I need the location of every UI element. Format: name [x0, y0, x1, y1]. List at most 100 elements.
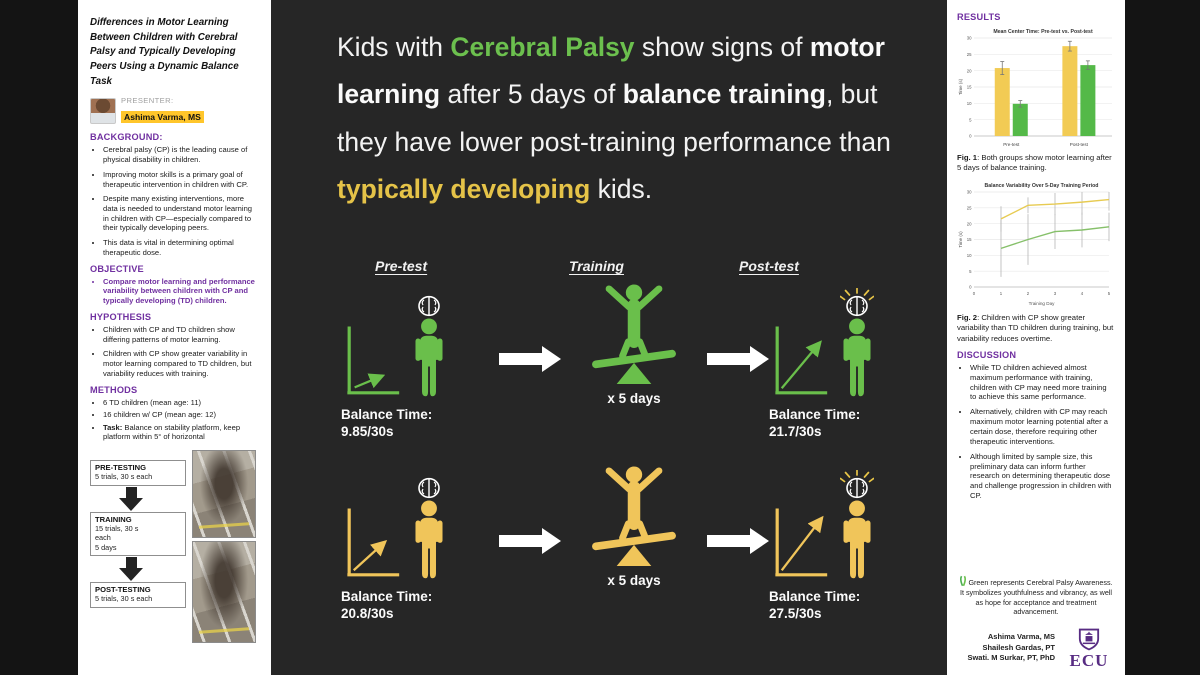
ecu-logo: ECU	[1063, 627, 1115, 669]
brain-icon	[418, 295, 440, 317]
methods-photo-2	[192, 541, 256, 644]
methods-photos	[192, 448, 256, 644]
svg-text:15: 15	[967, 237, 972, 242]
right-column: RESULTS 0 5 10 15 20 25 30 Pre-test Post-test Mea…	[947, 0, 1125, 675]
posttest-graph-icon	[775, 326, 828, 395]
headline-segment: kids.	[590, 174, 653, 205]
svg-text:25: 25	[967, 52, 972, 57]
hypothesis-bullet: Children with CP and TD children show di…	[103, 325, 259, 345]
svg-text:4: 4	[1081, 291, 1084, 296]
svg-text:30: 30	[967, 190, 972, 195]
headline-segment: motor learning	[337, 32, 885, 110]
ribbon-note: Green represents Cerebral Palsy Awarenes…	[957, 575, 1115, 617]
credit-line: Ashima Varma, MS	[987, 632, 1055, 642]
objective-heading: OBJECTIVE	[90, 263, 144, 274]
svg-text:0: 0	[969, 285, 972, 290]
flow-box-training: TRAINING 15 trials, 30 s each 5 days	[90, 511, 186, 557]
brain-icon	[418, 477, 440, 499]
presenter-label: PRESENTER:	[121, 96, 174, 106]
right-arrow-icon	[499, 344, 561, 374]
methods-flowchart: PRE-TESTING 5 trials, 30 s each TRAINING…	[90, 448, 186, 643]
left-column: Differences in Motor Learning Between Ch…	[78, 0, 271, 675]
fig2-caption: Fig. 2: Children with CP show greater va…	[957, 313, 1114, 343]
posttest-green: Balance Time: 21.7/30s	[769, 282, 927, 441]
svg-text:10: 10	[967, 101, 972, 106]
discussion-bullet: Alternatively, children with CP may reac…	[970, 407, 1115, 446]
balance-time-label: Balance Time: 21.7/30s	[769, 407, 861, 440]
objective-list: Compare motor learning and performance v…	[90, 277, 259, 307]
person-icon	[843, 318, 871, 397]
hypothesis-bullet: Children with CP show greater variabilit…	[103, 349, 259, 379]
svg-text:3: 3	[1054, 291, 1057, 296]
svg-text:5: 5	[969, 117, 972, 122]
headline-segment: show signs of	[634, 32, 810, 62]
balance-board-figure-icon	[592, 284, 676, 384]
fig1-caption: Fig. 1: Both groups show motor learning …	[957, 153, 1112, 173]
person-icon	[843, 500, 871, 579]
hypothesis-list: Children with CP and TD children show di…	[90, 325, 259, 379]
balance-board-figure-icon	[592, 466, 676, 566]
background-bullet: Cerebral palsy (CP) is the leading cause…	[103, 145, 259, 165]
methods-photo-1	[192, 450, 256, 539]
credit-line: Shailesh Gardas, PT	[982, 642, 1055, 652]
discussion-bullet: While TD children achieved almost maximu…	[970, 363, 1115, 402]
line-chart-balance-variability: 0 5 10 15 20 25 30 0 1 2 3 4 5 Balance Variability Ov…	[957, 179, 1115, 310]
svg-text:0: 0	[973, 291, 976, 296]
svg-text:1: 1	[1000, 291, 1003, 296]
discussion-list: While TD children achieved almost maximu…	[957, 363, 1115, 501]
svg-text:25: 25	[967, 206, 972, 211]
training-days-label: x 5 days	[607, 573, 661, 588]
right-arrow-icon	[499, 526, 561, 556]
brain-rays-icon	[840, 470, 874, 499]
svg-text:Balance Variability Over 5-Day: Balance Variability Over 5-Day Training …	[985, 183, 1099, 189]
person-icon	[415, 318, 443, 397]
svg-text:2: 2	[1027, 291, 1030, 296]
right-arrow-icon	[707, 344, 769, 374]
background-list: Cerebral palsy (CP) is the leading cause…	[90, 145, 259, 257]
training-yellow: x 5 days	[561, 464, 707, 589]
training-days-label: x 5 days	[607, 391, 661, 406]
svg-text:Time (s): Time (s)	[958, 78, 963, 95]
svg-text:Time (s): Time (s)	[958, 231, 963, 248]
diagram-row-green: Balance Time: 9.85/30s	[341, 282, 927, 441]
headline-segment: after 5 days of	[440, 79, 623, 110]
svg-text:Post-test: Post-test	[1070, 142, 1089, 147]
svg-text:20: 20	[967, 68, 972, 73]
headline: Kids with Cerebral Palsy show signs of m…	[337, 24, 917, 214]
balance-time-label: Balance Time: 9.85/30s	[341, 407, 433, 440]
credit-line: Swati. M Surkar, PT, PhD	[967, 653, 1055, 663]
svg-text:10: 10	[967, 253, 972, 258]
credits-row: Ashima Varma, MS Shailesh Gardas, PT Swati…	[957, 627, 1115, 669]
methods-bullet: 6 TD children (mean age: 11)	[103, 398, 259, 408]
methods-flow-and-photos: PRE-TESTING 5 trials, 30 s each TRAINING…	[90, 448, 259, 644]
pretest-graph-icon	[347, 508, 400, 577]
flow-box-pretesting: PRE-TESTING 5 trials, 30 s each	[90, 460, 186, 486]
pretest-graph-icon	[347, 326, 400, 395]
presenter-avatar	[90, 97, 116, 124]
brain-rays-icon	[840, 288, 874, 317]
headline-segment: , but they have lower post-training perf…	[337, 79, 891, 157]
svg-text:Pre-test: Pre-test	[1003, 142, 1020, 147]
methods-bullet: Task: Balance on stability platform, kee…	[103, 423, 259, 443]
diagram-column-headers: Pre-test Training Post-test	[271, 258, 947, 280]
posttest-graph-icon	[775, 508, 828, 577]
training-green: x 5 days	[561, 282, 707, 407]
center-panel: Kids with Cerebral Palsy show signs of m…	[271, 0, 947, 675]
methods-bullet: 16 children w/ CP (mean age: 12)	[103, 410, 259, 420]
headline-segment: balance training	[622, 79, 826, 110]
svg-text:20: 20	[967, 222, 972, 227]
headline-segment: Cerebral Palsy	[450, 32, 635, 62]
awareness-ribbon-icon	[960, 575, 967, 587]
right-arrow-icon	[707, 526, 769, 556]
training-header: Training	[569, 258, 624, 274]
right-bottom-block: Green represents Cerebral Palsy Awarenes…	[957, 575, 1115, 669]
flow-box-posttesting: POST-TESTING 5 trials, 30 s each	[90, 582, 186, 608]
bar-chart-mean-center-time: 0 5 10 15 20 25 30 Pre-test Post-test Mean Center…	[957, 25, 1115, 149]
ecu-shield-icon	[1078, 628, 1100, 651]
person-icon	[415, 500, 443, 579]
svg-text:5: 5	[969, 269, 972, 274]
svg-text:30: 30	[967, 36, 972, 41]
posttest-header: Post-test	[739, 258, 799, 274]
pretest-header: Pre-test	[375, 258, 428, 274]
